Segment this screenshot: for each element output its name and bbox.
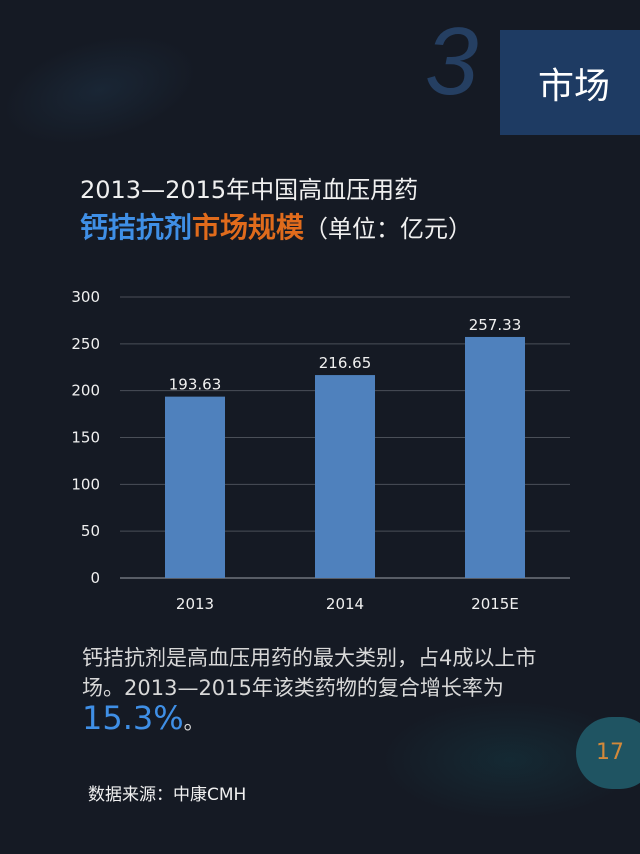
y-tick-label: 250 bbox=[71, 335, 100, 353]
description: 钙拮抗剂是高血压用药的最大类别，占4成以上市场。2013—2015年该类药物的复… bbox=[82, 643, 562, 737]
title-unit: （单位：亿元） bbox=[304, 215, 473, 243]
bar-chart: 0 50 100 150 200 250 300 193.63 2013 216.65 2014 25… bbox=[71, 288, 570, 613]
bar bbox=[165, 396, 225, 578]
background-glow bbox=[0, 15, 210, 165]
data-label: 216.65 bbox=[319, 354, 372, 372]
section-number: 3 bbox=[425, 8, 479, 115]
section-badge: 市场 bbox=[500, 30, 640, 135]
y-tick-label: 200 bbox=[71, 382, 100, 400]
bar bbox=[315, 375, 375, 578]
page-number-badge: 17 bbox=[576, 717, 640, 789]
growth-rate: 15.3% bbox=[82, 699, 184, 737]
data-source: 数据来源：中康CMH bbox=[88, 785, 247, 805]
x-tick-label: 2013 bbox=[176, 595, 214, 613]
bar bbox=[465, 336, 525, 578]
page-number: 17 bbox=[596, 740, 624, 765]
y-tick-label: 100 bbox=[71, 475, 100, 493]
title-highlight-blue: 钙拮抗剂 bbox=[80, 211, 193, 244]
chart-title-line1: 2013—2015年中国高血压用药 bbox=[80, 176, 419, 204]
y-tick-label: 300 bbox=[71, 288, 100, 306]
data-label: 193.63 bbox=[169, 376, 222, 394]
y-tick-label: 0 bbox=[90, 569, 100, 587]
description-end: 。 bbox=[183, 710, 205, 734]
section-label: 市场 bbox=[537, 65, 610, 107]
title-highlight-orange: 市场规模 bbox=[192, 211, 305, 244]
description-text: 钙拮抗剂是高血压用药的最大类别，占4成以上市场。2013—2015年该类药物的复… bbox=[82, 646, 537, 700]
data-label: 257.33 bbox=[469, 316, 522, 334]
y-tick-label: 150 bbox=[71, 429, 100, 447]
x-tick-label: 2015E bbox=[471, 595, 519, 613]
chart-title-line2: 钙拮抗剂市场规模（单位：亿元） bbox=[80, 206, 472, 246]
x-tick-label: 2014 bbox=[326, 595, 364, 613]
y-tick-label: 50 bbox=[81, 522, 100, 540]
